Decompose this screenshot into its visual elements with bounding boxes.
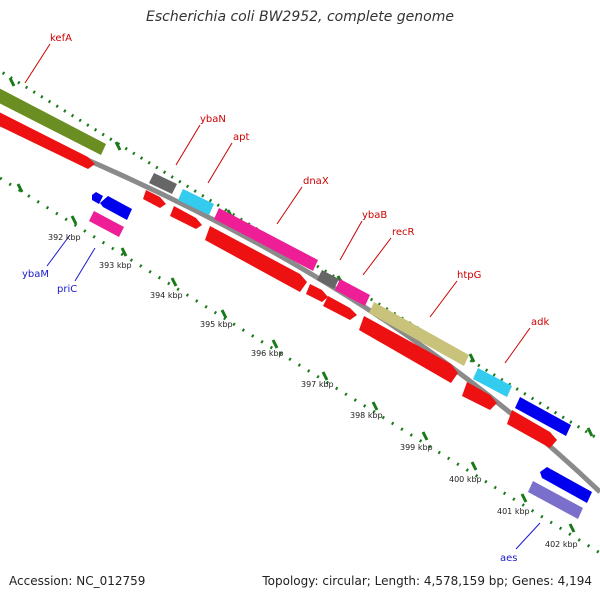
gene-label-kefA: kefA — [50, 33, 72, 44]
gene-label-dnaX: dnaX — [303, 176, 329, 187]
scale-label: 394 kbp — [150, 291, 183, 300]
scale-label: 400 kbp — [449, 475, 482, 484]
inner-dotted-track — [0, 176, 600, 555]
scale-label: 402 kbp — [545, 540, 578, 549]
cds-arrow — [170, 206, 202, 229]
gene-label-recR: recR — [392, 227, 415, 238]
feature-dnaX-bar — [214, 208, 318, 271]
feature-recR-bar — [335, 279, 370, 306]
feature-aes-bar — [528, 481, 583, 519]
genome-backbone — [0, 121, 600, 494]
scale-label: 401 kbp — [497, 507, 530, 516]
gene-label-htpG: htpG — [457, 270, 481, 281]
map-title: Escherichia coli BW2952, complete genome — [146, 9, 454, 25]
gene-label-ybaN: ybaN — [200, 114, 226, 125]
gene-label-ybaM: ybaM — [22, 269, 49, 280]
gene-label-priC: priC — [57, 284, 77, 295]
reverse-feature-track — [89, 192, 592, 519]
feature-aes-arrow — [540, 467, 592, 503]
forward-cds-track — [0, 112, 557, 448]
scale-labels: 392 kbp 393 kbp 394 kbp 395 kbp 396 kbp … — [48, 233, 578, 549]
outer-dotted-track — [0, 69, 600, 442]
reverse-gene-labels: ybaM priC aes — [22, 269, 518, 564]
feature-htpG-bar — [369, 302, 469, 366]
genome-summary-text: Topology: circular; Length: 4,578,159 bp… — [262, 574, 592, 588]
cds-arrow — [359, 316, 458, 383]
feature-adk-bar — [473, 368, 512, 397]
scale-label: 396 kbp — [251, 349, 284, 358]
scale-label: 395 kbp — [200, 320, 233, 329]
scale-label: 398 kbp — [350, 411, 383, 420]
cds-arrow — [306, 284, 328, 302]
scale-label: 397 kbp — [301, 380, 334, 389]
forward-leaders — [24, 43, 531, 364]
gene-label-adk: adk — [531, 317, 549, 328]
feature-small-arrow — [92, 192, 103, 204]
reverse-leaders — [46, 234, 541, 550]
feature-ybaN-bar — [149, 173, 177, 194]
scale-label: 392 kbp — [48, 233, 81, 242]
feature-priC-arrow — [100, 196, 132, 220]
feature-apt-bar — [178, 189, 214, 215]
cds-arrow — [0, 112, 95, 169]
gene-label-apt: apt — [233, 132, 249, 143]
scale-label: 393 kbp — [99, 261, 132, 270]
cds-arrow — [507, 410, 557, 448]
forward-feature-track — [0, 88, 571, 436]
forward-gene-labels: kefA ybaN apt dnaX ybaB recR htpG adk — [50, 33, 549, 328]
scale-label: 399 kbp — [400, 443, 433, 452]
inner-track-ticks — [16, 183, 576, 533]
cds-arrow — [323, 296, 357, 320]
cds-arrow — [143, 190, 166, 208]
cds-arrow — [205, 226, 307, 292]
feature-kefA-bar — [0, 88, 106, 155]
gene-label-aes: aes — [500, 553, 518, 564]
cds-arrow — [462, 382, 497, 410]
feature-blue-bar — [515, 397, 571, 436]
feature-ybaM-bar — [89, 211, 124, 237]
accession-text: Accession: NC_012759 — [9, 574, 146, 588]
gene-label-ybaB: ybaB — [362, 210, 387, 221]
feature-ybaB-bar — [317, 270, 339, 289]
